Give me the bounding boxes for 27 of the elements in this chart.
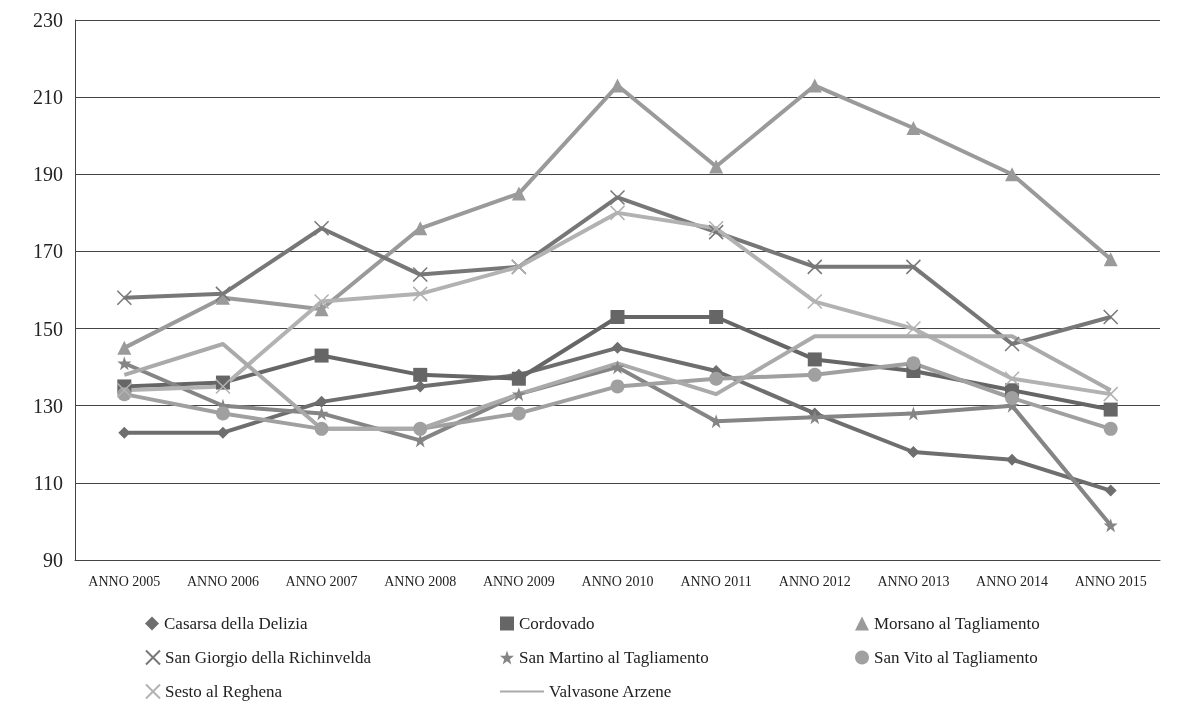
legend-label: Casarsa della Delizia <box>164 614 308 633</box>
y-tick-label: 210 <box>33 86 63 109</box>
x-tick-label: ANNO 2006 <box>186 573 259 589</box>
x-tick-label: ANNO 2009 <box>482 573 555 589</box>
y-tick-label: 130 <box>33 394 63 417</box>
x-tick-label: ANNO 2005 <box>88 573 161 589</box>
legend-label: San Vito al Tagliamento <box>874 648 1038 667</box>
legend-label: San Giorgio della Richinvelda <box>165 648 372 667</box>
legend-label: Morsano al Tagliamento <box>874 614 1040 633</box>
x-tick-label: ANNO 2014 <box>976 573 1049 589</box>
x-tick-label: ANNO 2013 <box>877 573 950 589</box>
y-tick-label: 90 <box>43 549 63 571</box>
y-tick-label: 190 <box>33 163 63 186</box>
y-tick-label: 150 <box>33 317 63 340</box>
legend-label: Valvasone Arzene <box>549 682 672 701</box>
x-tick-label: ANNO 2011 <box>680 573 752 589</box>
x-tick-label: ANNO 2012 <box>778 573 851 589</box>
x-tick-label: ANNO 2015 <box>1074 573 1147 589</box>
y-tick-label: 170 <box>33 240 63 263</box>
legend-label: Cordovado <box>519 614 595 633</box>
x-tick-label: ANNO 2008 <box>384 573 457 589</box>
x-tick-label: ANNO 2010 <box>581 573 654 589</box>
legend-label: San Martino al Tagliamento <box>519 648 709 667</box>
y-tick-label: 110 <box>33 471 63 494</box>
legend-label: Sesto al Reghena <box>165 682 283 701</box>
x-tick-label: ANNO 2007 <box>285 573 358 589</box>
y-tick-label: 230 <box>33 9 63 31</box>
